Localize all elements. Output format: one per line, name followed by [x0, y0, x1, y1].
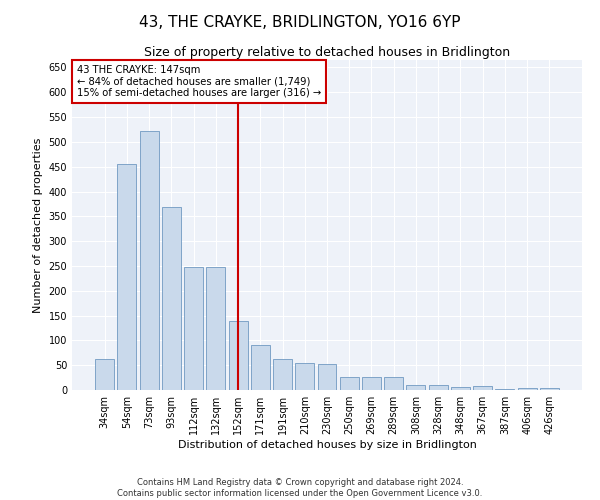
Bar — [229, 320, 248, 390]
Bar — [317, 364, 337, 390]
X-axis label: Distribution of detached houses by size in Bridlington: Distribution of detached houses by size … — [178, 440, 476, 450]
Bar — [518, 388, 536, 390]
Bar — [384, 377, 403, 390]
Bar — [95, 359, 114, 390]
Text: 43, THE CRAYKE, BRIDLINGTON, YO16 6YP: 43, THE CRAYKE, BRIDLINGTON, YO16 6YP — [139, 15, 461, 30]
Bar — [251, 345, 270, 390]
Bar — [496, 388, 514, 390]
Bar — [184, 267, 203, 390]
Bar — [340, 376, 359, 390]
Bar — [206, 267, 225, 390]
Bar — [540, 388, 559, 390]
Bar — [473, 386, 492, 390]
Bar — [362, 377, 381, 390]
Bar — [118, 164, 136, 390]
Bar — [451, 387, 470, 390]
Text: 43 THE CRAYKE: 147sqm
← 84% of detached houses are smaller (1,749)
15% of semi-d: 43 THE CRAYKE: 147sqm ← 84% of detached … — [77, 65, 322, 98]
Bar — [406, 384, 425, 390]
Bar — [162, 207, 181, 390]
Bar — [429, 384, 448, 390]
Bar — [140, 132, 158, 390]
Text: Contains HM Land Registry data © Crown copyright and database right 2024.
Contai: Contains HM Land Registry data © Crown c… — [118, 478, 482, 498]
Title: Size of property relative to detached houses in Bridlington: Size of property relative to detached ho… — [144, 46, 510, 59]
Bar — [273, 359, 292, 390]
Bar — [295, 362, 314, 390]
Y-axis label: Number of detached properties: Number of detached properties — [33, 138, 43, 312]
